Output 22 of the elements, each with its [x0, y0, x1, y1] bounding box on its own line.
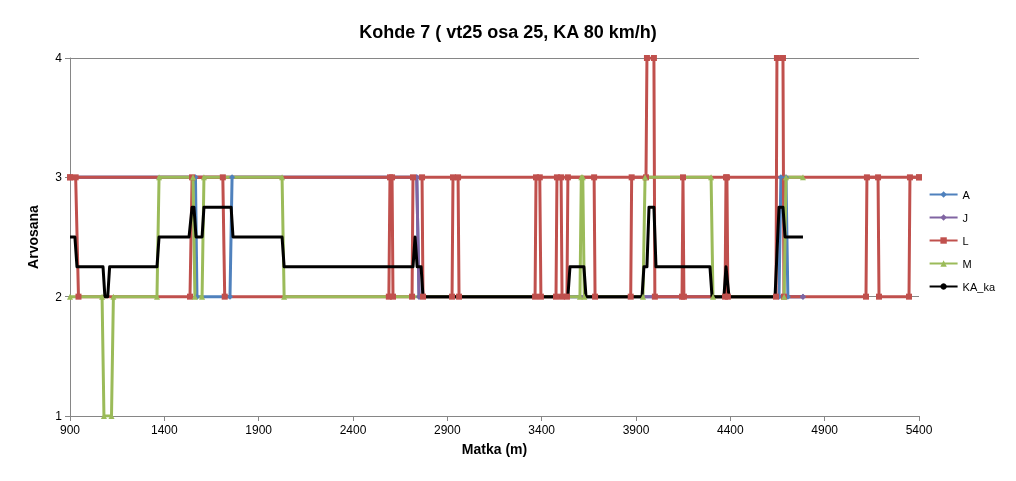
x-tick-label: 3900 — [622, 423, 650, 437]
x-tick-label: 2400 — [339, 423, 367, 437]
x-tick-label: 1400 — [150, 423, 178, 437]
x-tick-label: 2900 — [433, 423, 461, 437]
x-tick-label: 4400 — [716, 423, 744, 437]
x-tick-label: 5400 — [905, 423, 933, 437]
y-tick-label: 4 — [55, 51, 63, 65]
legend-label: J — [962, 211, 969, 224]
y-tick-label: 3 — [55, 170, 63, 185]
y-axis-title: Arvosana — [25, 204, 41, 269]
x-tick-label: 4900 — [811, 423, 839, 437]
x-tick-label: 1900 — [245, 423, 273, 437]
legend-label: M — [962, 257, 972, 270]
y-tick-label: 1 — [55, 409, 63, 423]
legend-label: KA_ka — [962, 280, 996, 293]
legend-label: L — [962, 234, 969, 247]
x-tick-label: 3400 — [528, 423, 556, 437]
chart-title: Kohde 7 ( vt25 osa 25, KA 80 km/h) — [359, 22, 657, 42]
y-tick-label: 2 — [55, 289, 63, 304]
x-axis-title: Matka (m) — [461, 441, 528, 457]
legend-label: A — [962, 188, 971, 201]
x-tick-label: 900 — [59, 423, 81, 437]
